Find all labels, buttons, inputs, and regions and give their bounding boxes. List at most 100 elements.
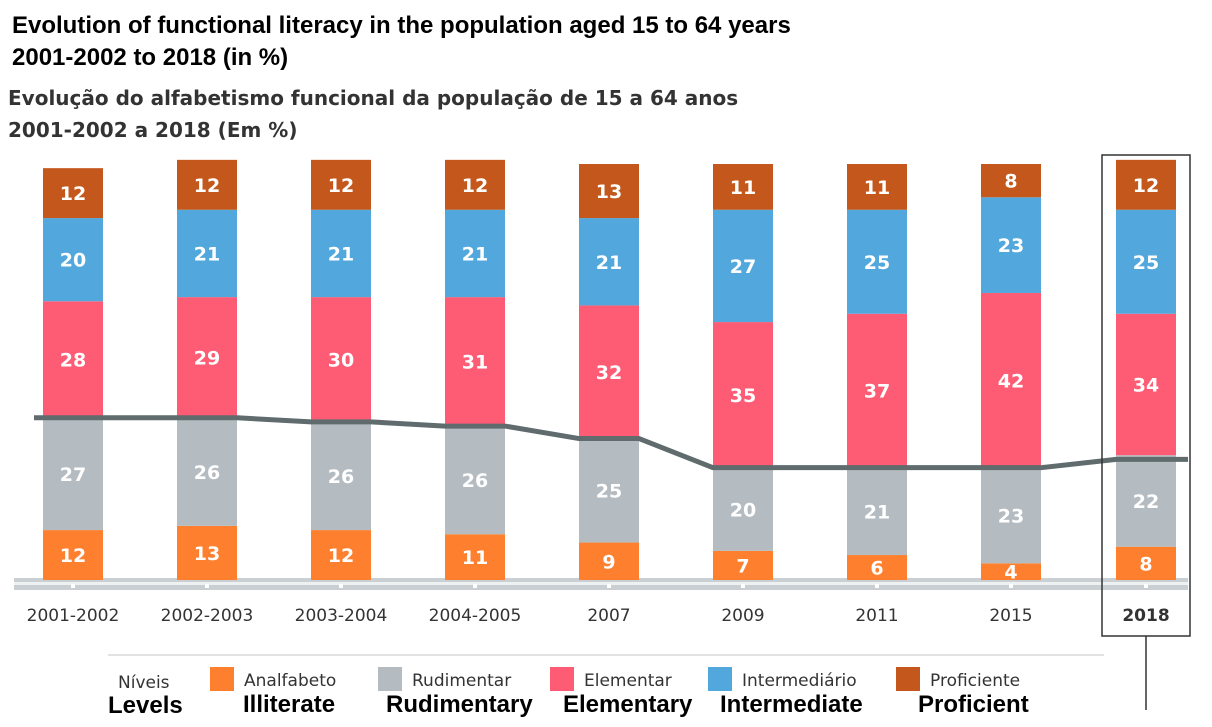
data-label: 8 (1004, 171, 1017, 193)
axis-tick (607, 584, 611, 588)
axis-tick (875, 584, 879, 588)
data-label: 20 (730, 499, 756, 521)
bar-segment (177, 159, 237, 210)
x-tick-label: 2004-2005 (429, 606, 522, 626)
legend-label-en: Intermediate (720, 691, 863, 718)
bar-segment (1116, 546, 1176, 580)
bar-segment (445, 534, 505, 580)
legend-label-en: Elementary (563, 691, 693, 718)
legend-swatch (896, 667, 920, 691)
legend-label-en: Illiterate (243, 691, 336, 718)
data-label: 11 (864, 177, 890, 199)
bar-segment (579, 305, 639, 439)
bar-segment (311, 159, 371, 210)
bar-segment (847, 209, 907, 314)
bar-segment (445, 426, 505, 535)
bar-segment (311, 297, 371, 422)
legend-label-pt: Intermediário (742, 671, 857, 691)
bar-segment (1116, 455, 1176, 547)
data-label: 7 (736, 555, 749, 577)
chart-subtitle-pt: 2001-2002 a 2018 (Em %) (8, 118, 298, 142)
bar-segment (981, 164, 1041, 198)
axis-tick (205, 584, 209, 588)
bar-segment (713, 164, 773, 210)
bar-segment (847, 555, 907, 580)
data-label: 12 (60, 545, 86, 567)
data-label: 12 (328, 175, 354, 197)
bar-segment (579, 218, 639, 306)
x-tick-label: 2002-2003 (161, 606, 254, 626)
data-label: 25 (596, 481, 622, 503)
data-label: 21 (194, 243, 220, 265)
bar-segment (43, 301, 103, 418)
bar-segment (713, 467, 773, 551)
axis-tick (71, 584, 75, 588)
bar-segment (311, 209, 371, 298)
x-tick-label: 2003-2004 (295, 606, 388, 626)
bar-segment (981, 292, 1041, 468)
data-label: 12 (60, 183, 86, 205)
data-label: 37 (864, 381, 890, 403)
data-label: 25 (864, 252, 890, 274)
data-label: 29 (194, 347, 220, 369)
data-label: 4 (1004, 562, 1017, 584)
data-label: 34 (1133, 374, 1159, 396)
chart-subtitle-en: 2001-2002 to 2018 (in %) (12, 44, 289, 71)
x-axis-band-highlight (14, 582, 1188, 585)
data-label: 8 (1139, 553, 1152, 575)
axis-tick (473, 584, 477, 588)
data-label: 12 (1133, 175, 1159, 197)
x-tick-label: 2011 (855, 606, 898, 626)
data-label: 42 (998, 370, 1024, 392)
axis-tick (1144, 584, 1148, 588)
legend-swatch (378, 667, 402, 691)
bar-segment (445, 297, 505, 427)
data-label: 23 (998, 235, 1024, 257)
data-label: 13 (596, 181, 622, 203)
bar-segment (177, 417, 237, 526)
chart-title-en: Evolution of functional literacy in the … (12, 12, 791, 39)
bar-segment (311, 421, 371, 531)
legend-title-pt: Níveis (118, 673, 170, 693)
x-tick-label: 2009 (721, 606, 764, 626)
bar-segment (847, 313, 907, 468)
data-label: 12 (328, 545, 354, 567)
data-label: 23 (998, 506, 1024, 528)
data-label: 25 (1133, 252, 1159, 274)
data-label: 28 (60, 350, 86, 372)
legend-label-en: Proficient (918, 691, 1029, 718)
bar-segment (43, 530, 103, 580)
data-label: 13 (194, 543, 220, 565)
data-label: 22 (1133, 491, 1159, 513)
data-label: 26 (462, 470, 488, 492)
data-label: 9 (602, 551, 615, 573)
bar-segment (43, 417, 103, 531)
x-tick-label: 2015 (989, 606, 1032, 626)
data-label: 21 (864, 501, 890, 523)
axis-tick (1009, 584, 1013, 588)
bar-segment (1116, 313, 1176, 456)
bar-segment (579, 542, 639, 580)
data-label: 21 (596, 252, 622, 274)
data-label: 6 (870, 558, 883, 580)
legend-swatch (550, 667, 574, 691)
chart-title-pt: Evolução do alfabetismo funcional da pop… (8, 86, 739, 110)
bar-segment (177, 297, 237, 418)
bar-segment (713, 209, 773, 323)
data-label: 26 (194, 462, 220, 484)
bar-segment (981, 467, 1041, 564)
bar-segment (445, 159, 505, 210)
data-label: 12 (462, 175, 488, 197)
data-label: 11 (462, 547, 488, 569)
bar-segment (43, 168, 103, 219)
bar-segment (713, 550, 773, 580)
x-tick-label: 2001-2002 (27, 606, 120, 626)
legend-swatch (210, 667, 234, 691)
bar-segment (177, 525, 237, 580)
bar-segment (579, 164, 639, 219)
data-label: 30 (328, 350, 354, 372)
legend-label-pt: Proficiente (930, 671, 1021, 691)
bar-segment (847, 467, 907, 556)
axis-tick (339, 584, 343, 588)
